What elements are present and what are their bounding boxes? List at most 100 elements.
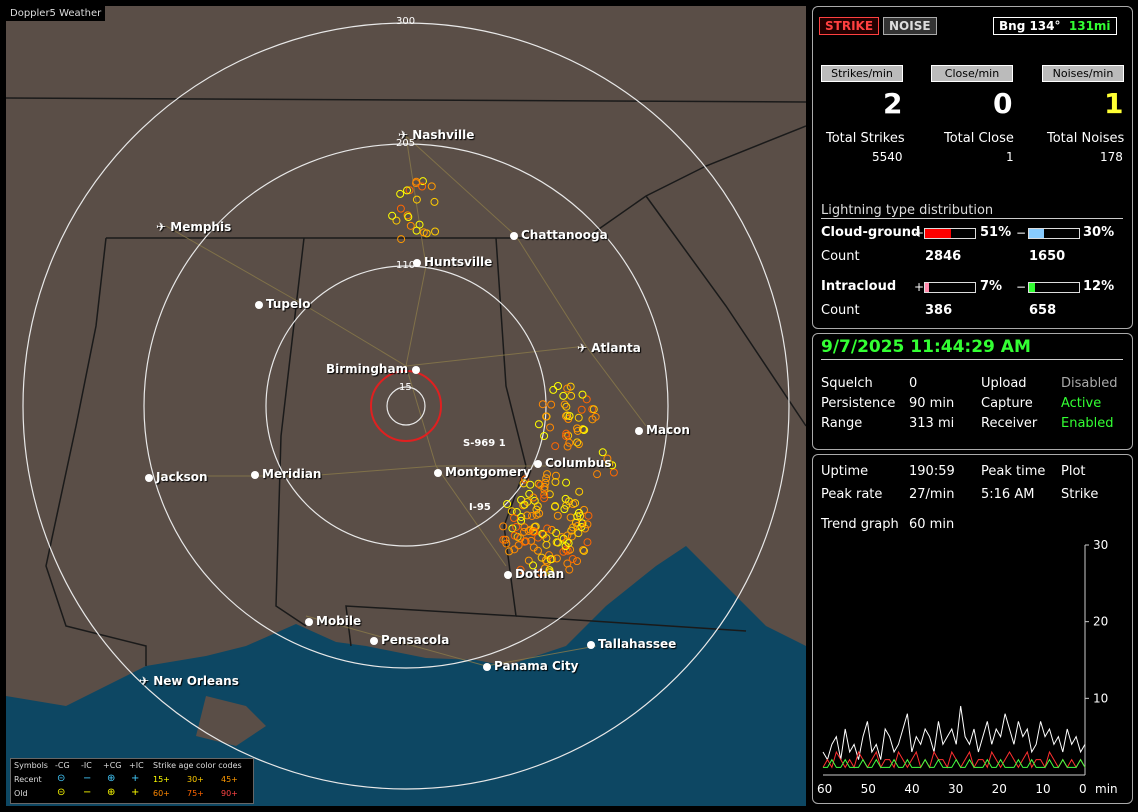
strike-marker (553, 511, 562, 520)
strike-marker (505, 547, 514, 556)
strike-marker (573, 438, 582, 447)
strike-marker (532, 505, 541, 514)
strike-marker (552, 554, 561, 563)
plus-sign: + (914, 280, 925, 294)
strike-marker (582, 395, 591, 404)
strike-marker (524, 556, 533, 565)
strike-marker (499, 522, 508, 531)
lightning-map[interactable]: Doppler5 Weather 300 205 110 15 S-969 1 … (6, 6, 806, 806)
range-label: Range (821, 416, 863, 431)
ic-plus-bar (924, 282, 976, 293)
city-huntsville[interactable]: Huntsville (413, 255, 492, 269)
map-background (6, 22, 806, 806)
strike-marker (554, 381, 563, 390)
city-pensacola[interactable]: Pensacola (370, 633, 449, 647)
city-dot-icon (510, 231, 518, 240)
trend-y-tick-label: 30 (1093, 538, 1108, 552)
city-columbus[interactable]: Columbus (534, 456, 612, 470)
strikes-per-min: 2 (883, 87, 903, 120)
strike-marker (575, 487, 584, 496)
total-strikes: 5540 (872, 150, 903, 164)
city-dot-icon (534, 459, 542, 468)
strike-marker (412, 195, 421, 204)
city-chattanooga[interactable]: Chattanooga (510, 228, 608, 242)
total-noises: 178 (1100, 150, 1123, 164)
strike-marker (605, 459, 614, 468)
road-label: I-95 (469, 502, 491, 513)
strike-marker (404, 212, 413, 221)
strike-marker (430, 197, 439, 206)
strike-marker (541, 556, 550, 565)
total-close-label: Total Close (944, 131, 1014, 146)
city-montgomery[interactable]: Montgomery (434, 465, 531, 479)
strike-marker (584, 511, 593, 520)
squelch-label: Squelch (821, 376, 873, 391)
city-dot-icon (145, 473, 153, 482)
close-per-min-header[interactable]: Close/min (931, 65, 1013, 82)
strike-marker (543, 470, 552, 479)
strike-marker (568, 555, 577, 564)
city-memphis[interactable]: ✈ Memphis (156, 220, 232, 234)
city-dot-icon (255, 300, 263, 309)
strike-marker (561, 542, 570, 551)
ic-minus-bar (1028, 282, 1080, 293)
city-tallahassee[interactable]: Tallahassee (587, 637, 676, 651)
noises-per-min: 1 (1104, 87, 1124, 120)
strike-marker (574, 413, 583, 422)
cg-plus-count: 2846 (925, 249, 962, 264)
city-atlanta[interactable]: ✈ Atlanta (577, 341, 641, 355)
close-range-ring (370, 370, 442, 442)
strike-marker (593, 470, 602, 479)
city-new-orleans[interactable]: ✈ New Orleans (139, 674, 239, 688)
distance-value: 131mi (1068, 19, 1111, 33)
city-tupelo[interactable]: Tupelo (255, 297, 311, 311)
city-jackson[interactable]: Jackson (145, 470, 208, 484)
strike-marker (431, 227, 440, 236)
strike-marker (573, 426, 582, 435)
distribution-title: Lightning type distribution (821, 203, 1123, 219)
strike-marker (562, 501, 571, 510)
city-macon[interactable]: Macon (635, 423, 690, 437)
city-nashville[interactable]: ✈ Nashville (398, 128, 475, 142)
noise-button[interactable]: NOISE (883, 17, 937, 35)
strike-marker (563, 442, 572, 451)
city-panama-city[interactable]: Panama City (483, 659, 578, 673)
strike-marker (598, 448, 607, 457)
cg-minus-pct: 30% (1083, 225, 1115, 240)
gulf-water (6, 546, 806, 806)
strike-marker (588, 405, 597, 414)
strike-button[interactable]: STRIKE (819, 17, 880, 35)
city-dot-icon (370, 636, 378, 645)
legend-old: Old (14, 789, 28, 798)
plot-label: Plot (1061, 464, 1086, 479)
plot-value[interactable]: Strike (1061, 487, 1099, 502)
strike-marker (538, 529, 547, 538)
trend-x-tick-label: 0 (1079, 782, 1087, 796)
city-meridian[interactable]: Meridian (251, 467, 321, 481)
strike-marker (540, 485, 549, 494)
peak-rate-value: 27/min (909, 487, 955, 502)
capture-value: Active (1061, 396, 1102, 411)
airport-icon: ✈ (139, 674, 150, 688)
total-noises-label: Total Noises (1047, 131, 1125, 146)
strike-marker (579, 545, 588, 554)
ring-label-205: 205 (396, 138, 416, 149)
trend-series-line (822, 705, 1086, 761)
cg-plus-fill (925, 229, 951, 238)
city-mobile[interactable]: Mobile (305, 614, 361, 628)
city-dothan[interactable]: Dothan (504, 567, 564, 581)
strike-marker (533, 546, 542, 555)
noises-per-min-header[interactable]: Noises/min (1042, 65, 1124, 82)
strike-marker (591, 412, 600, 421)
city-birmingham[interactable]: Birmingham (326, 362, 423, 376)
airport-icon: ✈ (577, 341, 588, 355)
strike-marker (573, 522, 582, 531)
strike-marker (609, 468, 618, 477)
legend-ic-minus: -IC (81, 761, 92, 770)
intracloud-label: Intracloud (821, 279, 897, 294)
strike-marker (517, 516, 526, 525)
trend-series-line (822, 750, 1086, 769)
ic-minus-recent-icon: − (83, 773, 92, 784)
strikes-per-min-header[interactable]: Strikes/min (821, 65, 903, 82)
strike-marker (520, 475, 529, 484)
